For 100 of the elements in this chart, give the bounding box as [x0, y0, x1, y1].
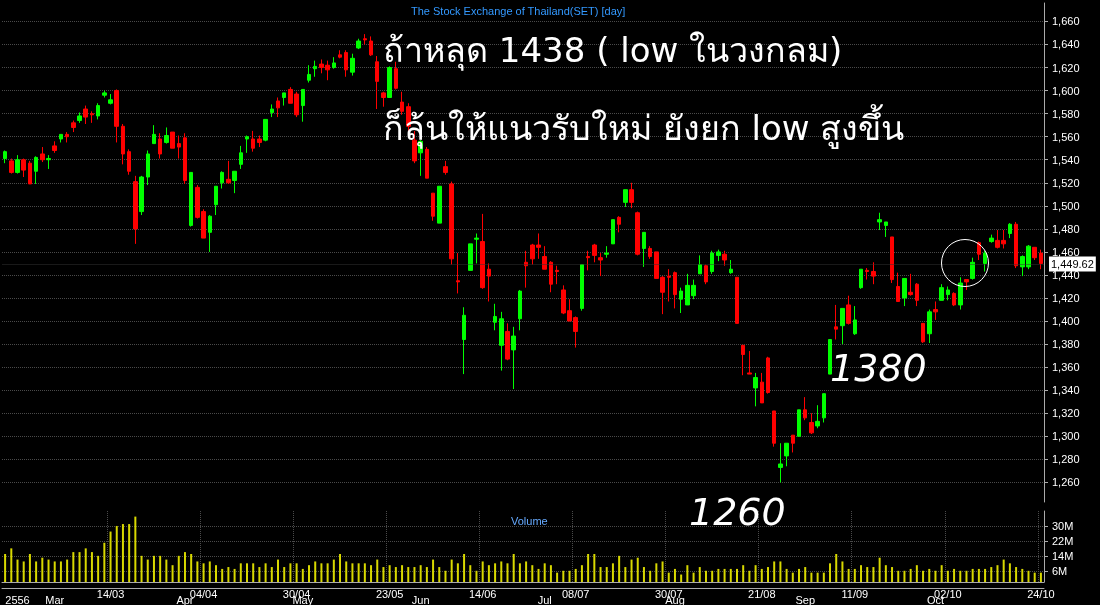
candlestick	[239, 145, 243, 170]
bar	[897, 570, 900, 582]
bar	[587, 553, 590, 582]
bar	[345, 561, 348, 582]
candlestick	[245, 135, 249, 154]
candlestick	[108, 93, 113, 105]
candlestick	[133, 175, 138, 245]
candlestick	[46, 154, 51, 170]
bar	[413, 567, 416, 582]
bar	[252, 563, 255, 582]
candlestick	[301, 88, 305, 123]
bar	[239, 563, 242, 582]
candlestick	[871, 261, 876, 285]
candlestick	[152, 124, 156, 145]
bar	[270, 567, 273, 582]
candlestick	[21, 158, 26, 178]
bar	[611, 563, 614, 582]
bar	[407, 567, 410, 582]
candlestick	[722, 250, 727, 267]
bar	[376, 559, 379, 582]
bar	[22, 561, 25, 582]
y-tick-label: 1,640	[1052, 38, 1080, 51]
candlestick	[208, 214, 212, 253]
candlestick	[1014, 221, 1018, 269]
bar	[574, 568, 577, 582]
candlestick	[853, 305, 857, 336]
y-tick-label: 1,420	[1052, 292, 1080, 305]
bar	[450, 559, 453, 582]
chart-title: Volume	[511, 514, 548, 527]
candlestick	[381, 91, 386, 108]
bar	[245, 563, 248, 582]
y-tick-label: 1,500	[1052, 199, 1080, 212]
y-tick-label: 1,360	[1052, 361, 1080, 374]
bar	[655, 563, 658, 582]
candlestick	[338, 49, 342, 59]
bar	[128, 524, 131, 582]
bar	[537, 568, 540, 582]
y-tick-label: 1,300	[1052, 430, 1080, 443]
candlestick	[983, 250, 987, 273]
candlestick	[791, 434, 795, 453]
bar	[562, 570, 565, 582]
bar	[891, 567, 894, 582]
bar	[605, 567, 608, 582]
bar	[258, 567, 261, 582]
bar	[1033, 572, 1036, 582]
bar	[456, 563, 459, 582]
bar	[357, 563, 360, 582]
candlestick	[784, 442, 789, 467]
candlestick	[797, 409, 801, 437]
y-tick-label: 1,660	[1052, 15, 1080, 28]
candlestick	[282, 92, 286, 107]
candlestick	[158, 132, 162, 160]
bar	[543, 563, 546, 582]
bar	[469, 565, 472, 582]
candlestick	[226, 160, 231, 185]
bar	[190, 553, 193, 582]
candlestick	[604, 245, 609, 259]
candlestick	[766, 356, 770, 395]
bar	[227, 567, 230, 582]
y-tick-label: 1,520	[1052, 176, 1080, 189]
bar	[487, 565, 490, 582]
candlestick	[487, 262, 491, 302]
bar	[661, 561, 664, 582]
bar	[444, 570, 447, 582]
candlestick	[214, 185, 218, 216]
x-tick-label: Sep	[795, 593, 815, 605]
candlestick	[344, 49, 348, 78]
candlestick	[96, 102, 100, 120]
bar	[72, 552, 75, 582]
annotation: ถ้าหลุด 1438 ( low ในวงกลม)	[383, 30, 843, 71]
bar	[59, 561, 62, 582]
candlestick	[921, 322, 925, 344]
bar	[729, 568, 732, 582]
y-tick-label: 1,380	[1052, 338, 1080, 351]
y-tick-label: 1,460	[1052, 245, 1080, 258]
candlestick	[902, 277, 907, 307]
candlestick	[270, 103, 274, 118]
bar	[673, 568, 676, 582]
bar	[382, 567, 385, 582]
candlestick	[276, 97, 280, 118]
candlestick	[511, 326, 516, 390]
bar	[934, 570, 937, 582]
bar	[506, 563, 509, 582]
candlestick	[164, 126, 169, 145]
bar	[370, 565, 373, 582]
bar	[990, 567, 993, 582]
candlestick	[822, 393, 826, 423]
bar	[146, 559, 149, 582]
y-tick-label: 1,620	[1052, 61, 1080, 74]
candlestick	[698, 254, 702, 275]
candlestick	[673, 271, 677, 309]
candlestick	[741, 344, 745, 376]
bar	[866, 567, 869, 582]
bar	[977, 568, 980, 582]
bar	[301, 568, 304, 582]
candlestick	[493, 303, 497, 331]
candlestick	[964, 279, 969, 291]
bar	[549, 565, 552, 582]
bar	[816, 572, 819, 582]
bar	[680, 574, 683, 582]
